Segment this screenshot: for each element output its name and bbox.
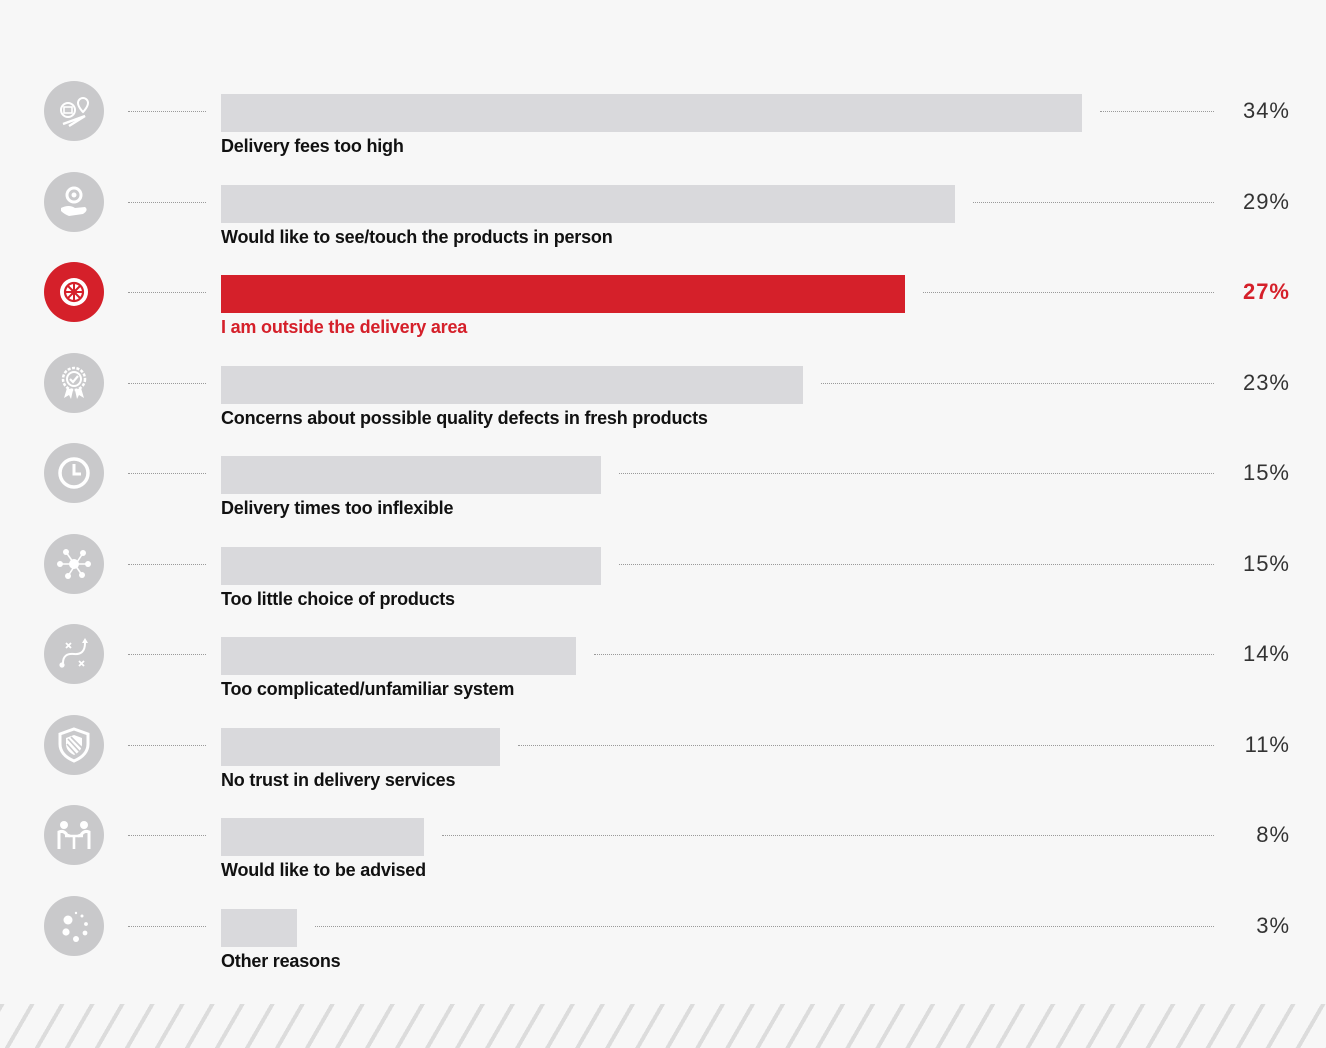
clock-icon — [44, 443, 104, 503]
category-label: Delivery fees too high — [221, 136, 404, 156]
trailing-dots — [922, 292, 1214, 293]
bar-row: 29% Would like to see/touch the products … — [0, 171, 1326, 276]
category-label: Other reasons — [221, 950, 341, 971]
bar-row: 23% Concerns about possible quality defec… — [0, 352, 1326, 457]
value-label: 14% — [1242, 641, 1290, 666]
trailing-dots — [314, 925, 1214, 927]
category-label: I am outside the delivery area — [221, 317, 468, 337]
other-dots-icon — [44, 895, 104, 956]
leader-dots — [128, 292, 206, 293]
bar — [221, 365, 804, 404]
bar-row: 11% No trust in delivery services — [0, 714, 1326, 819]
leader-dots — [128, 111, 206, 112]
bar-row: 15% Delivery times too inflexible — [0, 443, 1326, 547]
bar-row: 15% Too little choice of products — [0, 533, 1326, 638]
globe-network-icon — [44, 262, 104, 322]
category-label: Would like to see/touch the products in … — [221, 226, 613, 247]
category-label: Too complicated/unfamiliar system — [221, 679, 515, 699]
bar — [221, 184, 956, 223]
bar — [221, 727, 500, 766]
category-label: Concerns about possible quality defects … — [221, 407, 708, 428]
leader-dots — [128, 925, 206, 927]
value-label: 29% — [1242, 188, 1290, 214]
bar — [221, 275, 905, 313]
trailing-dots — [618, 473, 1214, 474]
see-touch-icon — [44, 171, 104, 232]
leader-dots — [128, 382, 206, 384]
value-label: 15% — [1242, 460, 1290, 485]
value-label: 8% — [1256, 822, 1290, 847]
bar-row: 14% Too complicated/unfamiliar system — [0, 624, 1326, 728]
value-label: 34% — [1242, 98, 1290, 123]
bar — [221, 908, 297, 947]
category-label: Would like to be advised — [221, 860, 426, 880]
delivery-route-icon — [44, 81, 104, 141]
category-label: Delivery times too inflexible — [221, 498, 454, 518]
bar-row: 34% Delivery fees too high — [0, 81, 1326, 185]
trailing-dots — [441, 835, 1214, 836]
bar — [221, 94, 1082, 132]
leader-dots — [128, 744, 206, 746]
bar-row: 27% I am outside the delivery area — [0, 262, 1326, 366]
leader-dots — [128, 563, 206, 565]
category-label: No trust in delivery services — [221, 769, 456, 790]
bar — [221, 637, 576, 675]
strategy-icon — [44, 624, 104, 684]
choice-network-icon — [44, 533, 104, 594]
leader-dots — [128, 473, 206, 474]
decorative-stripes — [0, 1004, 1326, 1048]
trailing-dots — [517, 744, 1214, 746]
trailing-dots — [1100, 111, 1214, 112]
bar — [221, 546, 601, 585]
value-label: 15% — [1242, 550, 1290, 576]
bar-row: 3% Other reasons — [0, 895, 1326, 1000]
leader-dots — [128, 654, 206, 655]
advice-icon — [44, 805, 104, 865]
trailing-dots — [973, 201, 1214, 203]
value-label: 3% — [1256, 912, 1290, 938]
bar — [221, 818, 424, 856]
value-label: 23% — [1242, 369, 1290, 395]
leader-dots — [128, 835, 206, 836]
value-label: 11% — [1244, 731, 1290, 757]
bar-row: 8% Would like to be advised — [0, 805, 1326, 909]
leader-dots — [128, 201, 206, 203]
shield-icon — [44, 714, 104, 775]
bar — [221, 456, 601, 494]
value-label: 27% — [1242, 279, 1290, 304]
trailing-dots — [593, 654, 1214, 655]
trailing-dots — [618, 563, 1214, 565]
quality-badge-icon — [44, 352, 104, 413]
trailing-dots — [821, 382, 1214, 384]
category-label: Too little choice of products — [221, 588, 455, 609]
